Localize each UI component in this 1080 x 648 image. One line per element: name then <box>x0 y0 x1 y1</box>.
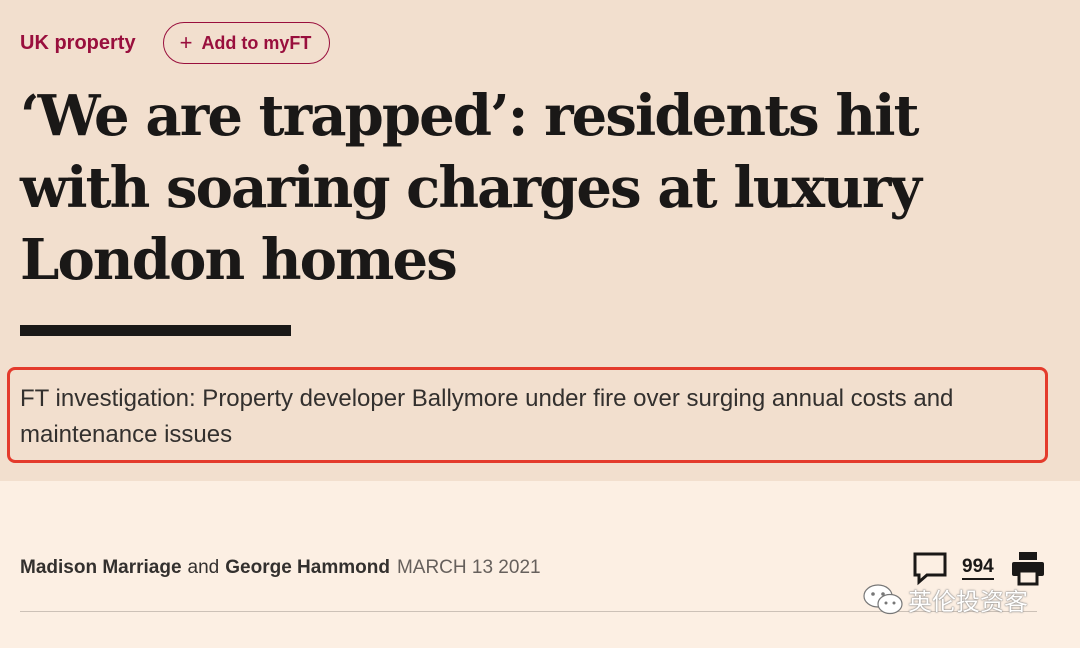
add-to-myft-label: Add to myFT <box>201 32 312 53</box>
topic-row: UK property + Add to myFT <box>20 22 331 64</box>
highlight-box <box>7 367 1048 463</box>
headline-divider <box>20 325 291 336</box>
byline-divider <box>20 611 1037 612</box>
topic-link[interactable]: UK property <box>20 31 136 54</box>
byline: Madison Marriage and George Hammond MARC… <box>20 553 541 583</box>
plus-icon: + <box>179 30 193 55</box>
wechat-icon <box>863 584 903 615</box>
comment-count[interactable]: 994 <box>962 556 994 580</box>
byline-conjunction: and <box>187 557 220 578</box>
author-link[interactable]: Madison Marriage <box>20 557 182 578</box>
author-link[interactable]: George Hammond <box>225 557 390 578</box>
add-to-myft-button[interactable]: + Add to myFT <box>162 22 331 64</box>
standfirst: FT investigation: Property developer Bal… <box>20 385 954 448</box>
article-tools: 994 <box>912 548 1046 588</box>
speech-bubble-icon[interactable] <box>912 550 948 586</box>
headline: ‘We are trapped’: residents hit with soa… <box>20 83 922 293</box>
printer-icon[interactable] <box>1010 550 1046 586</box>
article-header <box>0 0 1080 481</box>
watermark-text: 英伦投资客 <box>908 587 1028 616</box>
watermark: 英伦投资客 <box>862 580 1028 618</box>
publish-date: MARCH 13 2021 <box>396 557 541 578</box>
